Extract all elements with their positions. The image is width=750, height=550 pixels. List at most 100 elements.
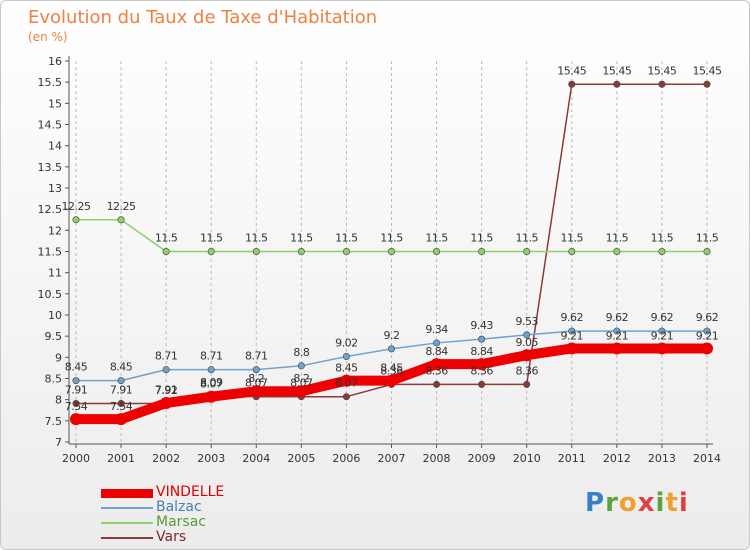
data-point-marsac <box>162 248 170 256</box>
data-point-vars <box>478 380 486 388</box>
x-tick-label: 2008 <box>423 452 451 465</box>
data-label-balzac: 9.62 <box>651 311 674 324</box>
data-label-vindelle: 9.21 <box>696 329 719 342</box>
x-tick-label: 2000 <box>62 452 90 465</box>
data-point-vindelle <box>610 342 623 355</box>
legend-label-balzac: Balzac <box>156 499 202 515</box>
data-point-balzac <box>207 366 215 374</box>
data-label-vars: 8.07 <box>335 377 358 390</box>
data-label-vars: 7.91 <box>65 383 88 396</box>
legend-label-vindelle: VINDELLE <box>156 484 225 500</box>
data-label-vindelle: 8.45 <box>380 362 403 375</box>
data-label-vars: 15.45 <box>693 64 722 77</box>
data-label-balzac: 8.71 <box>245 350 268 363</box>
data-label-balzac: 9.62 <box>561 311 584 324</box>
data-label-marsac: 11.5 <box>515 232 538 245</box>
legend-item-balzac: Balzac <box>101 499 281 515</box>
data-label-vindelle: 7.92 <box>155 384 178 397</box>
data-label-marsac: 11.5 <box>651 232 674 245</box>
x-tick-label: 2001 <box>107 452 135 465</box>
y-tick-label: 13.5 <box>38 161 63 174</box>
data-label-marsac: 11.5 <box>696 232 719 245</box>
data-point-balzac <box>613 327 621 335</box>
logo-letter-i2: i <box>678 488 689 518</box>
data-label-balzac: 8.45 <box>110 361 133 374</box>
data-point-marsac <box>523 248 531 256</box>
y-tick-label: 15.5 <box>38 76 63 89</box>
data-label-vindelle: 8.2 <box>248 372 264 385</box>
y-tick-label: 16 <box>48 55 62 68</box>
chart-title: Evolution du Taux de Taxe d'Habitation <box>28 7 378 28</box>
chart-unit-label: (en %) <box>28 30 68 44</box>
legend-label-vars: Vars <box>156 529 187 545</box>
data-label-vars: 15.45 <box>557 64 586 77</box>
x-tick-label: 2013 <box>648 452 676 465</box>
legend-label-marsac: Marsac <box>156 514 206 530</box>
data-point-vars <box>568 80 576 88</box>
data-point-vars <box>342 393 350 401</box>
data-label-vindelle: 8.2 <box>293 372 309 385</box>
data-point-balzac <box>703 327 711 335</box>
y-tick-label: 12 <box>48 224 62 237</box>
data-label-vindelle: 9.05 <box>515 336 538 349</box>
y-tick-label: 11.5 <box>38 246 63 259</box>
data-point-vindelle <box>115 413 128 426</box>
data-label-vars: 8.09 <box>200 376 223 389</box>
data-point-marsac <box>207 248 215 256</box>
data-label-marsac: 11.5 <box>606 232 629 245</box>
data-point-vindelle <box>250 385 263 398</box>
data-point-marsac <box>478 248 486 256</box>
y-tick-label: 7 <box>55 436 62 449</box>
data-label-marsac: 11.5 <box>425 232 448 245</box>
data-label-vindelle: 8.84 <box>470 345 493 358</box>
data-point-balzac <box>433 339 441 347</box>
logo-letter-o: o <box>618 488 638 518</box>
data-point-vindelle <box>701 342 713 355</box>
data-point-vindelle <box>160 397 173 410</box>
data-point-balzac <box>72 377 80 385</box>
data-point-balzac <box>252 366 260 374</box>
data-point-marsac <box>568 248 576 256</box>
data-label-vars: 8.36 <box>515 364 538 377</box>
data-label-balzac: 9.62 <box>696 311 719 324</box>
data-label-vindelle: 9.21 <box>606 329 629 342</box>
data-point-marsac <box>342 248 350 256</box>
data-point-balzac <box>478 335 486 343</box>
legend-swatch-marsac <box>101 522 153 524</box>
data-label-marsac: 11.5 <box>561 232 584 245</box>
data-point-marsac <box>252 248 260 256</box>
logo-letter-t: t <box>665 488 679 518</box>
x-tick-label: 2005 <box>287 452 315 465</box>
data-point-balzac <box>658 327 666 335</box>
data-label-balzac: 9.62 <box>606 311 629 324</box>
data-point-vars <box>117 399 125 407</box>
logo-letter-i: i <box>655 488 666 518</box>
y-tick-label: 10.5 <box>38 288 63 301</box>
data-point-marsac <box>387 248 395 256</box>
y-tick-label: 13 <box>48 182 62 195</box>
data-label-vindelle: 8.84 <box>425 345 448 358</box>
data-label-vindelle: 8.45 <box>335 362 358 375</box>
data-point-marsac <box>703 248 711 256</box>
y-tick-label: 8.5 <box>45 373 63 386</box>
data-label-vars: 7.91 <box>110 383 133 396</box>
data-point-vindelle <box>385 374 398 387</box>
y-tick-label: 11 <box>48 267 62 280</box>
data-label-marsac: 11.5 <box>245 232 268 245</box>
y-tick-label: 15 <box>48 97 62 110</box>
data-point-balzac <box>117 377 125 385</box>
data-label-vars: 8.07 <box>245 377 268 390</box>
proxiti-logo: Proxiti <box>585 488 689 518</box>
legend-swatch-vindelle <box>101 489 153 498</box>
x-tick-label: 2012 <box>603 452 631 465</box>
x-tick-label: 2014 <box>693 452 721 465</box>
data-label-vars: 8.36 <box>425 364 448 377</box>
data-point-vars <box>433 380 441 388</box>
data-label-balzac: 9.02 <box>335 336 358 349</box>
data-point-balzac <box>387 345 395 353</box>
legend-item-vindelle: VINDELLE <box>101 484 281 500</box>
data-point-vars <box>658 80 666 88</box>
data-label-marsac: 11.5 <box>335 232 358 245</box>
